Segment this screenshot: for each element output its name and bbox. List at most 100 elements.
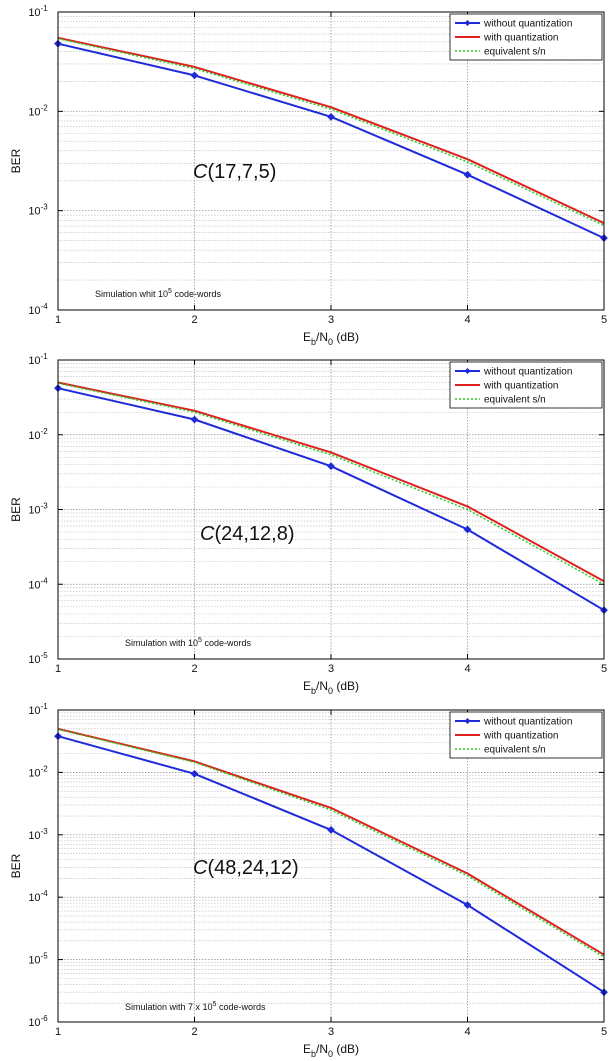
legend: without quantization with quantization equ… <box>449 711 603 759</box>
simulation-note-text: Simulation with 7 x 10 <box>125 1002 213 1012</box>
x-label-part: (dB) <box>333 679 359 693</box>
legend-label-1: without quantization <box>483 367 572 378</box>
simulation-note-text: code-words <box>216 1002 266 1012</box>
x-label-subscript: b <box>311 686 316 696</box>
y-axis-label: BER <box>9 497 23 522</box>
x-tick-label: 5 <box>601 314 607 326</box>
legend-label-1: without quantization <box>483 19 572 30</box>
y-tick-base: 10 <box>28 106 40 118</box>
series-line-2 <box>57 36 605 225</box>
x-axis-label: Eb/N0 (dB) <box>303 330 359 347</box>
x-tick-label: 1 <box>55 663 61 675</box>
y-tick-base: 10 <box>28 505 40 517</box>
x-tick-label: 1 <box>55 1026 61 1038</box>
data-point <box>327 825 335 834</box>
simulation-note-text: Simulation whit 10 <box>95 289 168 299</box>
x-label-part: (dB) <box>333 330 359 344</box>
series-line-3 <box>57 728 605 958</box>
y-tick-exponent: -5 <box>41 952 49 961</box>
y-tick-base: 10 <box>28 579 40 591</box>
simulation-note: Simulation with 7 x 105 code-words <box>125 1001 266 1012</box>
y-tick-exponent: -2 <box>41 427 49 436</box>
y-tick-label: 10-5 <box>28 952 48 967</box>
code-label: C(48,24,12) <box>193 857 299 879</box>
data-point <box>463 170 472 179</box>
legend-label-1: without quantization <box>483 717 572 728</box>
y-tick-base: 10 <box>28 955 40 967</box>
code-label: C(24,12,8) <box>200 523 295 545</box>
x-label-part: /N <box>316 679 328 693</box>
y-tick-exponent: -3 <box>41 502 49 511</box>
y-tick-label: 10-4 <box>28 302 48 317</box>
y-tick-base: 10 <box>28 892 40 904</box>
y-tick-base: 10 <box>28 1017 40 1029</box>
x-label-subscript: b <box>311 337 316 347</box>
y-tick-exponent: -3 <box>41 203 49 212</box>
legend-label-2: with quantization <box>483 33 559 44</box>
y-tick-exponent: -4 <box>41 576 49 585</box>
y-tick-label: 10-3 <box>28 203 48 218</box>
x-label-part: E <box>303 330 311 344</box>
y-tick-base: 10 <box>28 7 40 19</box>
y-tick-base: 10 <box>28 705 40 717</box>
x-axis-label: Eb/N0 (dB) <box>303 1042 359 1059</box>
y-axis-label: BER <box>9 148 23 173</box>
simulation-note-text: code-words <box>202 638 252 648</box>
simulation-note-exponent: 5 <box>168 288 172 295</box>
y-tick-label: 10-6 <box>28 1014 48 1029</box>
y-tick-exponent: -1 <box>41 352 49 361</box>
legend: without quantization with quantization equ… <box>449 13 603 61</box>
x-label-subscript: 0 <box>328 1049 333 1059</box>
y-tick-exponent: -6 <box>41 1014 49 1023</box>
y-tick-label: 10-3 <box>28 827 48 842</box>
x-tick-label: 4 <box>464 1026 470 1038</box>
y-tick-label: 10-2 <box>28 764 48 779</box>
y-tick-exponent: -1 <box>41 702 49 711</box>
y-tick-label: 10-2 <box>28 427 48 442</box>
y-tick-exponent: -4 <box>41 302 49 311</box>
y-tick-label: 10-1 <box>28 352 48 367</box>
y-tick-base: 10 <box>28 206 40 218</box>
x-label-subscript: 0 <box>328 337 333 347</box>
x-tick-label: 4 <box>464 663 470 675</box>
legend-label-3: equivalent s/n <box>484 47 546 58</box>
data-point <box>463 525 472 534</box>
simulation-note-text: Simulation with 10 <box>125 638 198 648</box>
y-tick-base: 10 <box>28 830 40 842</box>
legend-marker <box>464 718 471 724</box>
simulation-note: Simulation whit 105 code-words <box>95 288 221 299</box>
x-tick-label: 2 <box>191 663 197 675</box>
x-tick-label: 2 <box>191 1026 197 1038</box>
y-tick-exponent: -2 <box>41 764 49 773</box>
y-tick-exponent: -5 <box>41 651 49 660</box>
legend-label-2: with quantization <box>483 731 559 742</box>
simulation-note-exponent: 5 <box>198 637 202 644</box>
x-label-part: E <box>303 679 311 693</box>
x-tick-label: 1 <box>55 314 61 326</box>
data-point <box>327 112 335 121</box>
y-tick-exponent: -3 <box>41 827 49 836</box>
data-point <box>190 769 199 778</box>
legend-label-2: with quantization <box>483 381 559 392</box>
x-axis-label: Eb/N0 (dB) <box>303 679 359 696</box>
x-tick-label: 3 <box>328 314 334 326</box>
code-label-params: (48,24,12) <box>207 857 298 879</box>
legend-marker <box>464 368 471 374</box>
x-tick-label: 5 <box>601 1026 607 1038</box>
code-label-params: (24,12,8) <box>214 523 294 545</box>
data-point <box>327 462 335 471</box>
y-tick-label: 10-1 <box>28 4 48 19</box>
x-tick-label: 2 <box>191 314 197 326</box>
code-label-letter: C <box>193 161 208 183</box>
y-tick-exponent: -4 <box>41 889 49 898</box>
y-tick-base: 10 <box>28 767 40 779</box>
x-label-part: /N <box>316 330 328 344</box>
y-axis-label: BER <box>9 853 23 878</box>
y-tick-label: 10-2 <box>28 103 48 118</box>
y-tick-label: 10-3 <box>28 502 48 517</box>
y-tick-exponent: -1 <box>41 4 49 13</box>
code-label-params: (17,7,5) <box>207 161 276 183</box>
legend-label-3: equivalent s/n <box>484 745 546 756</box>
